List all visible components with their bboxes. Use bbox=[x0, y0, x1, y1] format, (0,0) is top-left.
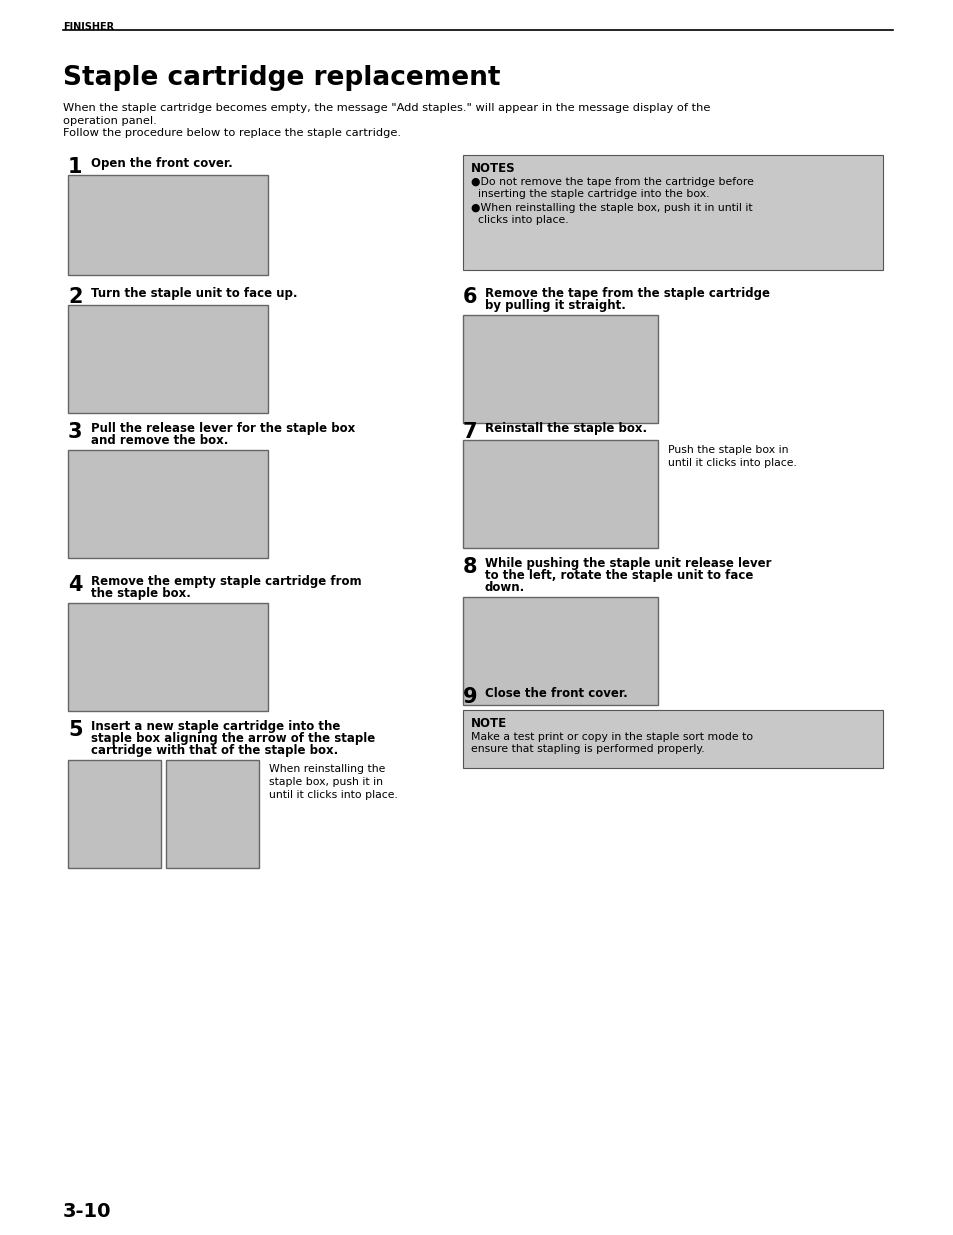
Text: Remove the tape from the staple cartridge: Remove the tape from the staple cartridg… bbox=[484, 287, 769, 300]
Bar bbox=[462, 710, 882, 768]
Bar bbox=[462, 156, 882, 270]
Text: by pulling it straight.: by pulling it straight. bbox=[484, 299, 625, 312]
Text: Reinstall the staple box.: Reinstall the staple box. bbox=[484, 422, 646, 435]
Text: 4: 4 bbox=[68, 576, 82, 595]
Bar bbox=[462, 315, 658, 424]
Text: inserting the staple cartridge into the box.: inserting the staple cartridge into the … bbox=[471, 189, 709, 199]
Text: NOTES: NOTES bbox=[471, 162, 515, 175]
Text: FINISHER: FINISHER bbox=[63, 22, 114, 32]
Bar bbox=[462, 440, 658, 548]
Text: cartridge with that of the staple box.: cartridge with that of the staple box. bbox=[91, 743, 338, 757]
Text: Open the front cover.: Open the front cover. bbox=[91, 157, 233, 170]
Text: 3: 3 bbox=[68, 422, 82, 442]
Text: ●Do not remove the tape from the cartridge before: ●Do not remove the tape from the cartrid… bbox=[471, 177, 753, 186]
Text: 3-10: 3-10 bbox=[63, 1202, 112, 1221]
Text: staple box, push it in: staple box, push it in bbox=[269, 777, 382, 787]
Text: ●When reinstalling the staple box, push it in until it: ●When reinstalling the staple box, push … bbox=[471, 203, 752, 212]
Bar bbox=[68, 175, 268, 275]
Text: Make a test print or copy in the staple sort mode to: Make a test print or copy in the staple … bbox=[471, 732, 752, 742]
Text: the staple box.: the staple box. bbox=[91, 587, 191, 600]
Bar bbox=[68, 305, 268, 412]
Text: Turn the staple unit to face up.: Turn the staple unit to face up. bbox=[91, 287, 297, 300]
Text: 6: 6 bbox=[462, 287, 477, 308]
Bar bbox=[68, 760, 161, 868]
Text: Close the front cover.: Close the front cover. bbox=[484, 687, 627, 700]
Text: Follow the procedure below to replace the staple cartridge.: Follow the procedure below to replace th… bbox=[63, 128, 400, 138]
Bar bbox=[166, 760, 258, 868]
Text: 7: 7 bbox=[462, 422, 477, 442]
Text: 2: 2 bbox=[68, 287, 82, 308]
Text: and remove the box.: and remove the box. bbox=[91, 433, 228, 447]
Bar bbox=[68, 450, 268, 558]
Text: NOTE: NOTE bbox=[471, 718, 507, 730]
Bar bbox=[68, 603, 268, 711]
Text: until it clicks into place.: until it clicks into place. bbox=[667, 458, 796, 468]
Text: ensure that stapling is performed properly.: ensure that stapling is performed proper… bbox=[471, 743, 704, 755]
Text: 9: 9 bbox=[462, 687, 477, 706]
Text: operation panel.: operation panel. bbox=[63, 116, 156, 126]
Text: staple box aligning the arrow of the staple: staple box aligning the arrow of the sta… bbox=[91, 732, 375, 745]
Text: Staple cartridge replacement: Staple cartridge replacement bbox=[63, 65, 500, 91]
Text: Push the staple box in: Push the staple box in bbox=[667, 445, 788, 454]
Text: Insert a new staple cartridge into the: Insert a new staple cartridge into the bbox=[91, 720, 340, 734]
Text: until it clicks into place.: until it clicks into place. bbox=[269, 790, 397, 800]
Text: While pushing the staple unit release lever: While pushing the staple unit release le… bbox=[484, 557, 771, 571]
Bar bbox=[462, 597, 658, 705]
Text: to the left, rotate the staple unit to face: to the left, rotate the staple unit to f… bbox=[484, 569, 753, 582]
Text: 1: 1 bbox=[68, 157, 82, 177]
Text: When the staple cartridge becomes empty, the message "Add staples." will appear : When the staple cartridge becomes empty,… bbox=[63, 103, 710, 112]
Text: 5: 5 bbox=[68, 720, 83, 740]
Text: When reinstalling the: When reinstalling the bbox=[269, 764, 385, 774]
Text: down.: down. bbox=[484, 580, 525, 594]
Text: Remove the empty staple cartridge from: Remove the empty staple cartridge from bbox=[91, 576, 361, 588]
Text: Pull the release lever for the staple box: Pull the release lever for the staple bo… bbox=[91, 422, 355, 435]
Text: clicks into place.: clicks into place. bbox=[471, 215, 568, 225]
Text: 8: 8 bbox=[462, 557, 477, 577]
